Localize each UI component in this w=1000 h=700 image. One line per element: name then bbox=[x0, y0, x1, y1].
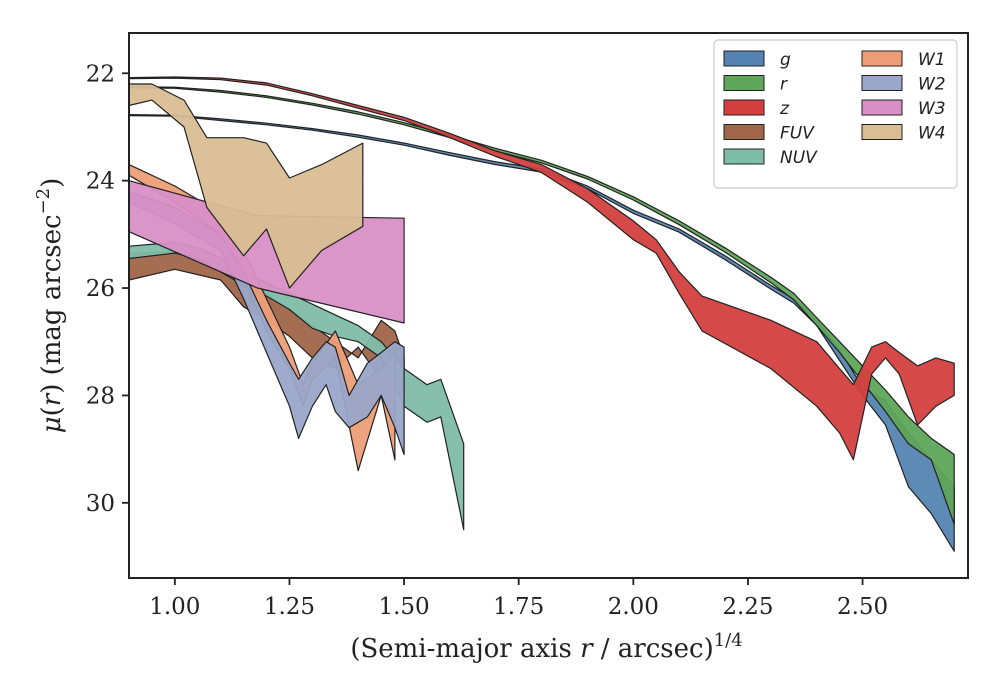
y-tick-label: 22 bbox=[86, 61, 115, 87]
legend-label-w4: W4 bbox=[918, 124, 946, 144]
band-z bbox=[128, 76, 955, 461]
x-tick-label: 1.75 bbox=[493, 594, 544, 620]
legend-label-w2: W2 bbox=[918, 75, 946, 95]
x-tick-label: 1.00 bbox=[149, 594, 200, 620]
band-w2 bbox=[128, 190, 405, 456]
x-tick-label: 1.25 bbox=[264, 594, 315, 620]
y-tick-label: 30 bbox=[86, 491, 115, 517]
legend-swatch-w4 bbox=[861, 124, 903, 140]
axes-layer: 1.00 1.25 1.50 1.75 2.00 2.25 2.50 22 24 26 28 30 (S… bbox=[33, 32, 969, 664]
legend-swatch-g bbox=[723, 50, 765, 67]
x-axis-label: (Semi-major axis r / arcsec)1/4 bbox=[350, 630, 742, 664]
band-r bbox=[128, 86, 955, 525]
legend-label-fuv: FUV bbox=[780, 124, 815, 144]
series-layer bbox=[128, 76, 955, 552]
legend-label-z: z bbox=[779, 99, 790, 119]
legend-label-r: r bbox=[780, 75, 788, 95]
x-tick-label: 2.00 bbox=[608, 594, 659, 620]
band-w4 bbox=[128, 83, 364, 289]
legend-swatch-z bbox=[723, 99, 765, 116]
legend-label-w3: W3 bbox=[918, 99, 946, 119]
legend: grz FUV NUV W1 W2 W3 W4 bbox=[713, 39, 958, 189]
legend-label-w1: W1 bbox=[918, 50, 946, 70]
legend-swatch-w2 bbox=[861, 75, 903, 91]
y-tick-label: 28 bbox=[86, 383, 115, 409]
y-tick-label: 24 bbox=[86, 169, 115, 195]
x-tick-label: 2.25 bbox=[722, 594, 773, 620]
legend-label-nuv: NUV bbox=[780, 148, 818, 168]
y-tick-label: 26 bbox=[86, 276, 115, 302]
legend-swatch-fuv bbox=[723, 124, 765, 140]
legend-swatch-w1 bbox=[861, 50, 903, 67]
x-tick-label: 2.50 bbox=[837, 594, 888, 620]
band-g bbox=[128, 113, 955, 552]
plot-frame bbox=[128, 32, 969, 579]
legend-swatch-nuv bbox=[723, 148, 765, 165]
legend-label-g: g bbox=[780, 50, 791, 70]
x-tick-label: 1.50 bbox=[378, 594, 429, 620]
legend-swatch-r bbox=[723, 75, 765, 91]
legend-swatch-w3 bbox=[861, 99, 903, 116]
y-axis-label: μ(r) (mag arcsec−2) bbox=[33, 178, 67, 434]
